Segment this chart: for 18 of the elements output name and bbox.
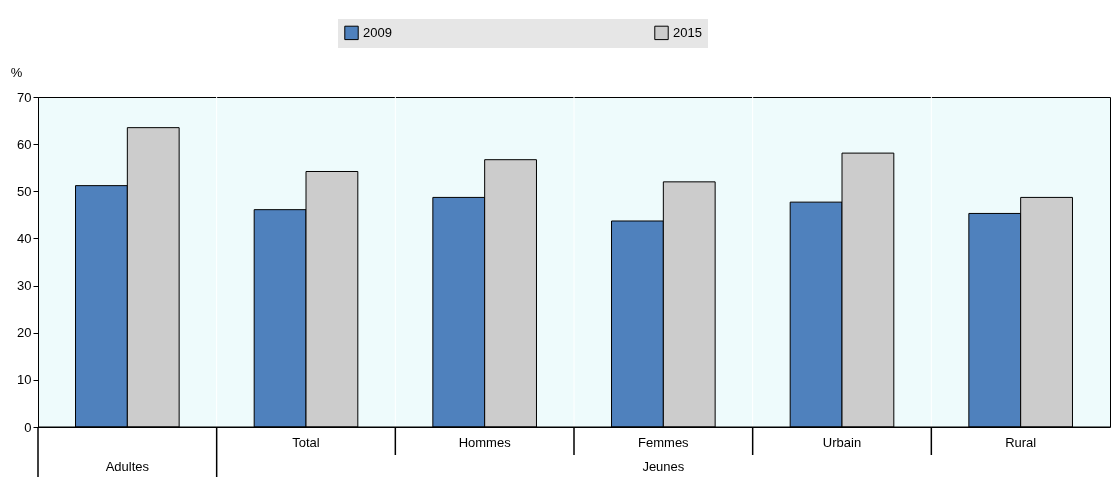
x-tick-label: Urbain [822, 435, 862, 450]
x-tick-label: Hommes [458, 435, 512, 450]
y-tick-label: 70 [17, 89, 32, 105]
text: Adultes [105, 459, 150, 474]
y-tick-label: 50 [17, 183, 32, 199]
legend-label: 2015 [673, 24, 702, 40]
y-tick-label: 30 [17, 278, 32, 294]
x-tick-label: Rural [1005, 435, 1037, 450]
y-axis-title: % [10, 64, 23, 80]
y-tick-label: 0 [24, 419, 32, 435]
y-tick-label: 20 [17, 325, 32, 341]
x-tick-label: Total [292, 435, 320, 450]
y-tick-label: 60 [17, 136, 32, 152]
x-tick-label: Femmes [638, 435, 690, 450]
text: Jeunes [642, 459, 685, 474]
y-tick-label: 40 [17, 230, 32, 246]
y-tick-label: 10 [17, 372, 32, 388]
legend-label: 2009 [363, 24, 392, 40]
